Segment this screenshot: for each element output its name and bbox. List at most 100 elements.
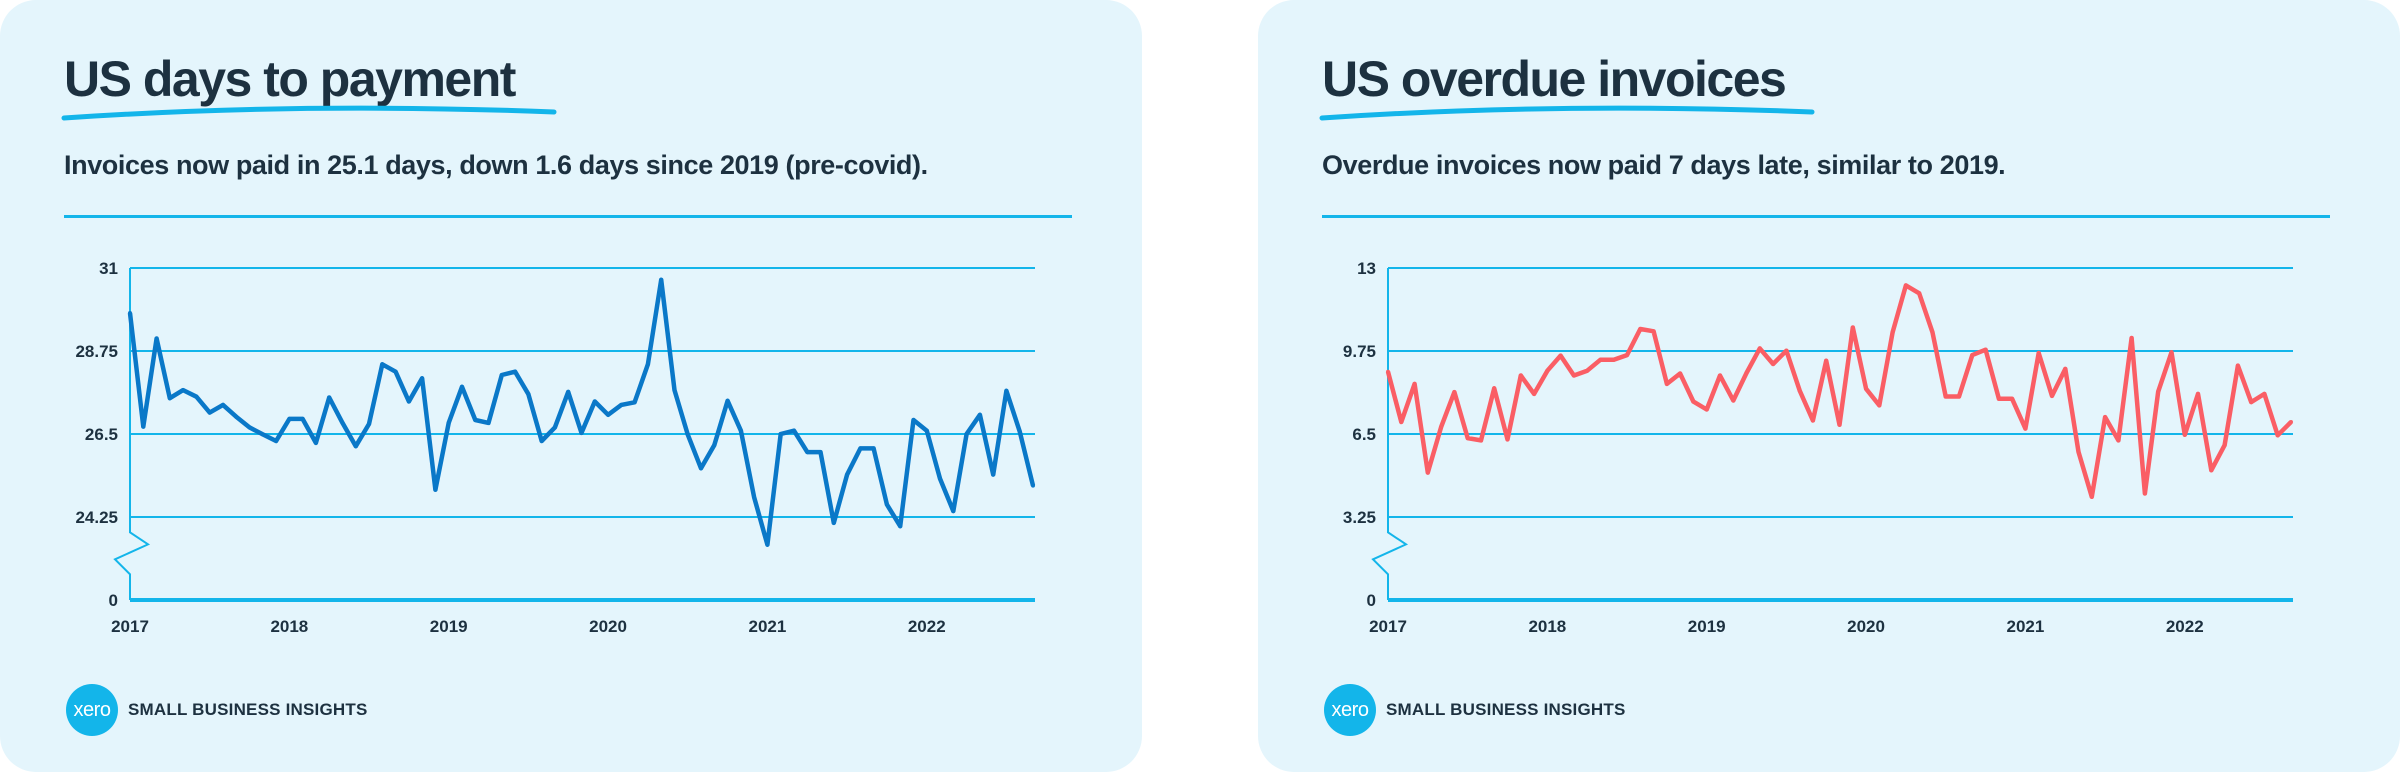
data-point bbox=[2076, 449, 2081, 454]
y-tick-label: 28.75 bbox=[75, 342, 118, 361]
data-point bbox=[1412, 381, 1417, 386]
data-point bbox=[2036, 351, 2041, 355]
data-point bbox=[911, 418, 916, 422]
data-point bbox=[1771, 362, 1776, 366]
data-point bbox=[1784, 348, 1789, 353]
x-tick-label: 2017 bbox=[1369, 617, 1407, 636]
x-tick-label: 2020 bbox=[589, 617, 627, 636]
data-point bbox=[1930, 330, 1935, 335]
data-point bbox=[1810, 418, 1815, 423]
data-point bbox=[871, 446, 876, 451]
y-tick-label: 24.25 bbox=[75, 508, 118, 527]
title-underline bbox=[1319, 105, 1815, 121]
data-point bbox=[1532, 391, 1537, 396]
divider bbox=[64, 215, 1072, 218]
x-tick-label: 2019 bbox=[430, 617, 468, 636]
data-point bbox=[300, 416, 305, 421]
data-point bbox=[2249, 400, 2254, 405]
data-point bbox=[2275, 433, 2280, 438]
x-tick-label: 2021 bbox=[2006, 617, 2044, 636]
data-point bbox=[1970, 353, 1975, 358]
data-point bbox=[2289, 420, 2293, 424]
data-point bbox=[738, 428, 743, 433]
data-point bbox=[1505, 437, 1510, 442]
data-point bbox=[2156, 389, 2161, 394]
data-point bbox=[207, 410, 212, 415]
data-point bbox=[2182, 432, 2187, 437]
data-point bbox=[1386, 369, 1390, 374]
data-point bbox=[845, 472, 850, 477]
data-point bbox=[2063, 366, 2068, 371]
data-point bbox=[353, 444, 358, 449]
x-tick-label: 2019 bbox=[1688, 617, 1726, 636]
y-tick-label: 9.75 bbox=[1343, 342, 1376, 361]
data-point bbox=[1611, 357, 1616, 362]
data-point bbox=[938, 476, 942, 481]
data-point bbox=[287, 416, 292, 421]
data-point bbox=[194, 394, 199, 399]
data-point bbox=[2129, 336, 2134, 340]
data-point bbox=[128, 311, 132, 315]
data-point bbox=[367, 422, 371, 426]
data-point bbox=[1943, 394, 1948, 399]
data-point bbox=[1864, 386, 1869, 391]
data-point bbox=[499, 373, 504, 377]
data-point bbox=[1890, 330, 1895, 335]
data-point bbox=[951, 509, 956, 514]
data-point bbox=[2089, 494, 2094, 499]
data-point bbox=[1518, 373, 1523, 378]
x-tick-label: 2018 bbox=[1528, 617, 1566, 636]
xero-logo: xero SMALL BUSINESS INSIGHTS bbox=[66, 684, 367, 736]
card-title: US overdue invoices bbox=[1322, 51, 1787, 107]
data-point bbox=[1850, 325, 1855, 330]
data-point bbox=[406, 399, 411, 404]
data-point bbox=[818, 450, 823, 455]
data-point bbox=[260, 432, 265, 437]
data-point bbox=[313, 440, 318, 445]
data-point bbox=[2103, 415, 2108, 420]
y-axis-break bbox=[113, 268, 151, 600]
data-point bbox=[552, 425, 557, 430]
data-point bbox=[659, 277, 664, 282]
data-point bbox=[181, 388, 186, 393]
title-underline bbox=[61, 105, 557, 121]
data-point bbox=[2169, 350, 2174, 355]
card-subtitle: Overdue invoices now paid 7 days late, s… bbox=[1322, 150, 2006, 180]
data-point bbox=[1545, 368, 1550, 373]
data-point bbox=[752, 495, 757, 500]
x-tick-label: 2018 bbox=[270, 617, 308, 636]
data-point bbox=[433, 487, 438, 492]
data-point bbox=[1797, 388, 1802, 393]
data-point bbox=[393, 369, 398, 374]
data-point bbox=[964, 432, 969, 436]
data-point bbox=[831, 520, 836, 525]
data-point bbox=[858, 446, 863, 451]
xero-logo-icon: xero bbox=[66, 684, 118, 736]
data-point bbox=[592, 399, 597, 404]
data-point bbox=[712, 443, 717, 448]
y-tick-label: 6.5 bbox=[1352, 425, 1376, 444]
data-point bbox=[1903, 283, 1908, 288]
data-point bbox=[380, 362, 385, 367]
x-tick-label: 2020 bbox=[1847, 617, 1885, 636]
data-point bbox=[2222, 443, 2227, 448]
data-point bbox=[1585, 368, 1590, 373]
data-point bbox=[2010, 396, 2015, 401]
brand-label: SMALL BUSINESS INSIGHTS bbox=[1386, 700, 1626, 719]
data-point bbox=[1452, 390, 1457, 395]
data-point bbox=[1983, 347, 1988, 352]
data-point bbox=[2142, 491, 2147, 496]
y-tick-label: 0 bbox=[1367, 591, 1376, 610]
data-point bbox=[1425, 470, 1430, 475]
y-tick-label: 31 bbox=[99, 259, 118, 278]
data-point bbox=[539, 439, 544, 443]
data-point bbox=[473, 418, 478, 422]
data-point bbox=[1558, 353, 1563, 358]
data-point bbox=[1678, 371, 1683, 376]
card-subtitle: Invoices now paid in 25.1 days, down 1.6… bbox=[64, 150, 928, 180]
data-point bbox=[2050, 393, 2054, 398]
data-point bbox=[1957, 394, 1961, 399]
data-point bbox=[1492, 386, 1497, 391]
days-to-payment-card: US days to payment Invoices now paid in … bbox=[0, 0, 1142, 772]
data-point bbox=[699, 466, 703, 471]
